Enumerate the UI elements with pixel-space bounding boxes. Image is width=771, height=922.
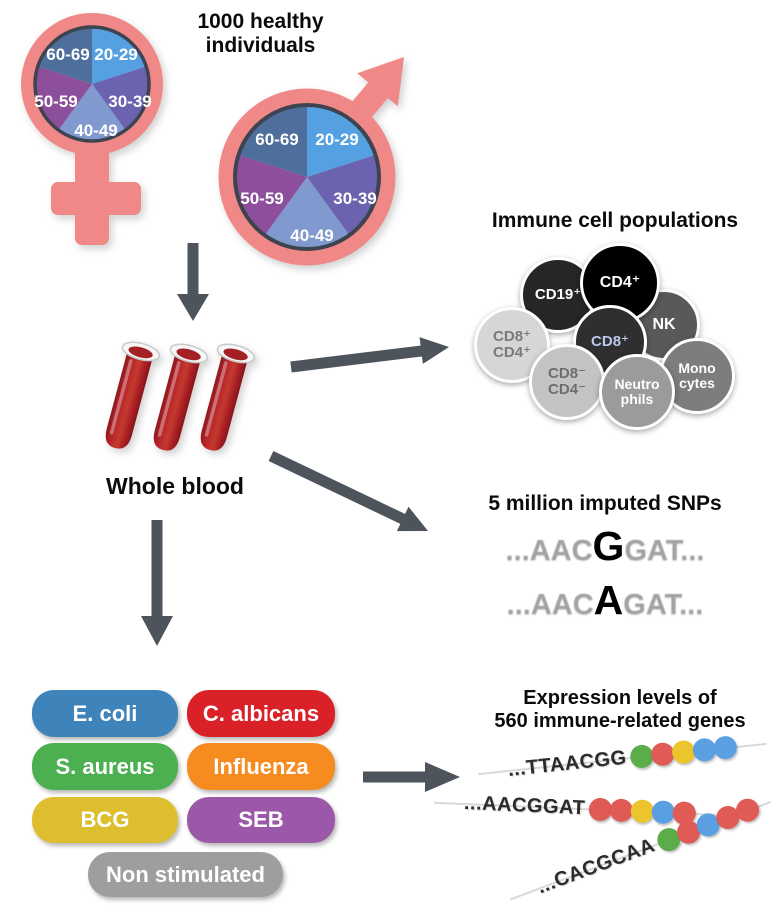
expression-dot <box>630 798 655 823</box>
cohort-title-line1: 1000 healthy <box>197 10 324 33</box>
stimulus-pill-seb: SEB <box>187 797 335 843</box>
cell-circle-cd8neg-cd4neg: CD8⁻ CD4⁻ <box>529 344 605 420</box>
male-symbol: 20-29 30-39 40-49 50-59 60-69 <box>218 57 404 266</box>
pie-outline <box>233 103 381 251</box>
snps-title: 5 million imputed SNPs <box>488 492 722 515</box>
snp-seq1-post: GAT... <box>624 535 705 567</box>
arrow-head <box>177 294 209 321</box>
stimulus-label: E. coli <box>72 700 138 726</box>
arrow-head <box>419 337 449 364</box>
female-symbol: 20-29 30-39 40-49 50-59 60-69 <box>21 13 163 245</box>
expression-seq-3: ...CACGCAA <box>533 833 658 898</box>
expression-dot <box>651 799 676 824</box>
pie-slice-60-69 <box>37 27 92 84</box>
stimulus-pill-nonstimulated: Non stimulated <box>88 852 283 897</box>
pie-slice-50-59 <box>35 66 92 131</box>
snp-seq1-pre: ...AAC <box>505 535 593 567</box>
stimulus-label: C. albicans <box>202 700 320 726</box>
immune-cells-title: Immune cell populations <box>491 209 739 232</box>
expression-dot <box>712 734 739 760</box>
pie-slice-20-29 <box>307 105 376 177</box>
pie-slice-30-39 <box>307 154 379 236</box>
pie-slice-20-29 <box>92 27 147 84</box>
pie-slice-50-59 <box>235 154 307 236</box>
pie-label-40-49: 40-49 <box>74 121 117 140</box>
immune-cells-cluster: CD19⁺ NK CD4⁺ CD8⁺ CD8⁺ CD4⁺ CD8⁻ CD4⁻ M… <box>460 243 770 440</box>
pie-slice-60-69 <box>238 105 307 177</box>
pie-label-20-29: 20-29 <box>94 45 137 64</box>
arrow-head <box>396 506 428 532</box>
arrow-head <box>425 762 460 792</box>
female-cross-bar <box>51 182 141 215</box>
stimulus-label: SEB <box>238 807 284 832</box>
pie-label-30-39: 30-39 <box>333 189 376 208</box>
blood-tube <box>200 343 256 451</box>
expression-dot <box>609 797 634 822</box>
expression-title: Expression levels of 560 immune-related … <box>455 687 771 733</box>
stimulus-label: BCG <box>80 807 130 832</box>
stimulus-label: Non stimulated <box>106 861 265 887</box>
snp-seq2-variant: A <box>593 577 624 623</box>
pie-label-60-69: 60-69 <box>46 45 89 64</box>
pie-slice-40-49 <box>264 177 350 249</box>
stimulus-pill-calbicans: C. albicans <box>187 690 335 737</box>
arrow-blood-to-stimuli <box>141 520 173 646</box>
pie-label-40-49: 40-49 <box>290 226 333 245</box>
stimulus-pill-ecoli: E. coli <box>32 690 178 737</box>
pie-label-20-29: 20-29 <box>315 130 358 149</box>
pie-label-60-69: 60-69 <box>255 130 298 149</box>
male-arrow-head <box>357 57 404 107</box>
pie-outline <box>33 25 151 143</box>
pie-label-50-59: 50-59 <box>34 92 77 111</box>
stimulus-pill-bcg: BCG <box>32 797 178 843</box>
expression-dot <box>588 796 613 821</box>
male-age-pie: 20-29 30-39 40-49 50-59 60-69 <box>233 103 381 251</box>
pie-label-50-59: 50-59 <box>240 189 283 208</box>
stimulus-label: S. aureus <box>55 753 155 779</box>
pie-slice-40-49 <box>58 84 126 141</box>
snp-seq2-pre: ...AAC <box>506 589 594 621</box>
cohort-title: 1000 healthy individuals <box>158 10 363 58</box>
arrow-blood-to-cells <box>290 337 449 373</box>
snp-sequences: ...AACGGAT... ...AACAGAT... <box>440 524 770 632</box>
arrow-blood-to-snps <box>268 451 428 532</box>
arrow-cohort-to-blood <box>177 243 209 321</box>
arrow-shaft <box>268 451 408 525</box>
male-ring <box>218 88 396 266</box>
pie-slice-30-39 <box>92 66 149 131</box>
blood-tubes <box>105 341 256 451</box>
stimulus-pill-saureus: S. aureus <box>32 743 178 790</box>
pie-label-30-39: 30-39 <box>108 92 151 111</box>
whole-blood-label: Whole blood <box>106 473 244 499</box>
expression-row-2: ...AACGGAT <box>433 790 727 826</box>
snp-seq1-variant: G <box>592 523 625 569</box>
arrow-shaft <box>290 345 424 373</box>
expression-seq-1: ...TTAACGG <box>506 746 628 781</box>
snp-sequence-1: ...AACGGAT... <box>440 524 770 578</box>
arrow-head <box>141 616 173 646</box>
expression-title-line1: Expression levels of <box>523 687 717 709</box>
snp-sequence-2: ...AACAGAT... <box>440 578 770 632</box>
arrow-stimuli-to-expression <box>363 762 460 792</box>
expression-title-line2: 560 immune-related genes <box>494 710 746 732</box>
cohort-title-line2: individuals <box>205 34 316 57</box>
blood-tube <box>153 343 209 451</box>
cell-circle-neutrophils: Neutro phils <box>599 354 675 430</box>
female-age-pie: 20-29 30-39 40-49 50-59 60-69 <box>33 25 152 143</box>
female-ring <box>21 13 163 155</box>
snp-seq2-post: GAT... <box>623 589 704 621</box>
stimulus-label: Influenza <box>213 753 309 779</box>
expression-row-1: ...TTAACGG <box>478 733 767 783</box>
expression-seq-2: ...AACGGAT <box>463 791 586 819</box>
blood-tube <box>105 341 161 449</box>
stimulus-pill-influenza: Influenza <box>187 743 335 790</box>
